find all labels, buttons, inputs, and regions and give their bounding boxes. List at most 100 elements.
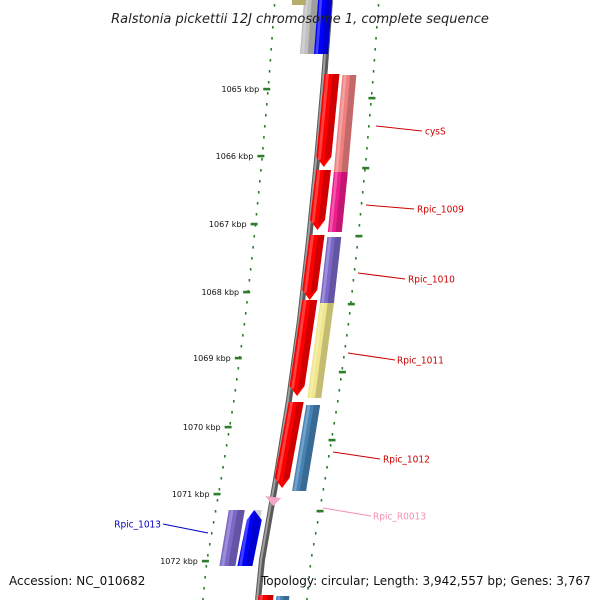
guide-dot: [257, 191, 260, 194]
partial-gene-block: [299, 0, 318, 54]
guide-dot: [369, 103, 372, 106]
partial-gene-block: [313, 0, 332, 54]
guide-dot: [202, 598, 204, 600]
guide-dot: [352, 279, 355, 282]
guide-dot: [205, 565, 208, 568]
backbone-highlight: [256, 0, 330, 600]
guide-dot: [361, 191, 364, 194]
guide-dot: [356, 246, 358, 249]
guide-dot: [273, 4, 276, 7]
guide-dot: [208, 543, 211, 546]
guide-dot: [375, 37, 377, 40]
guide-dot: [368, 125, 370, 128]
guide-dot: [243, 323, 246, 326]
tick-label: 1072 kbp: [160, 557, 198, 566]
tick-mark: [234, 356, 242, 360]
tick-mark: [257, 154, 265, 158]
guide-dot: [218, 488, 221, 491]
partial-gene-block: [292, 0, 306, 5]
guide-dot: [367, 136, 369, 139]
guide-dot: [363, 180, 365, 183]
guide-dot: [214, 510, 217, 513]
guide-dot: [365, 158, 367, 161]
guide-dot: [212, 521, 215, 524]
tick-mark-outer: [362, 166, 370, 170]
guide-dot: [270, 48, 272, 51]
guide-dot: [351, 290, 353, 293]
tick-mark: [224, 425, 232, 429]
guide-dot: [265, 103, 268, 106]
guide-dot: [309, 565, 312, 568]
guide-dot: [231, 411, 233, 414]
gene-label-Rpic_1011: Rpic_1011: [397, 356, 444, 367]
guide-dot: [224, 455, 226, 458]
label-leader-line: [365, 204, 415, 210]
guide-dot: [343, 356, 345, 359]
guide-dot: [358, 224, 361, 227]
guide-dot: [216, 499, 219, 502]
guide-dot: [229, 422, 232, 425]
gene-label-Rpic_1012: Rpic_1012: [383, 455, 430, 466]
guide-dot: [261, 158, 263, 161]
guide-dot: [248, 279, 251, 282]
guide-dot: [255, 213, 258, 216]
tick-label: 1066 kbp: [216, 152, 254, 161]
guide-dot: [260, 169, 262, 172]
tick-label: 1069 kbp: [193, 354, 231, 363]
tick-label: 1068 kbp: [201, 288, 239, 297]
gene-labels: cysS Rpic_1009 Rpic_1010 Rpic_1011 Rpic_1012…: [114, 125, 464, 534]
guide-dot: [204, 576, 206, 579]
guide-dot: [320, 499, 323, 502]
guide-dot: [307, 587, 309, 590]
guide-dot: [340, 378, 342, 381]
guide-dot: [329, 444, 332, 447]
guide-dot: [306, 598, 308, 600]
guide-dot: [259, 180, 261, 183]
guide-dot: [341, 367, 344, 370]
guide-dot: [264, 125, 266, 128]
guide-dot: [372, 70, 375, 73]
label-leader-line: [322, 507, 372, 517]
tick-mark-outer: [368, 96, 376, 100]
guide-dot: [350, 301, 352, 304]
guide-dot: [225, 444, 228, 447]
cds-arrow: [316, 74, 340, 167]
tick-mark: [213, 492, 221, 496]
kbp-ticks: 1065 kbp 1066 kbp 1067 kbp 1068 kbp 1069 kbp…: [160, 85, 376, 566]
guide-dot: [271, 37, 273, 40]
guide-dot: [348, 312, 351, 315]
gene-band-Rpic_1011: [307, 303, 334, 398]
gene-band-cysS: [333, 75, 357, 172]
tick-mark-outer: [316, 509, 324, 513]
guide-dot: [366, 147, 368, 150]
guide-dot: [272, 26, 274, 29]
gene-label-cysS: cysS: [425, 127, 446, 138]
guide-dot: [371, 81, 374, 84]
guide-dot: [252, 246, 254, 249]
tick-mark-outer: [347, 302, 355, 306]
guide-dot: [333, 422, 336, 425]
label-leader-line: [375, 125, 423, 132]
tick-mark: [250, 222, 258, 226]
guide-dot: [240, 345, 243, 348]
guide-dot: [234, 389, 237, 392]
cds-arrow: [302, 235, 325, 300]
gene-band-Rpic_R0013: [265, 496, 282, 506]
guide-dot: [267, 81, 270, 84]
tick-mark-outer: [328, 438, 336, 442]
cds-arrow: [258, 595, 274, 600]
guide-dot: [203, 587, 205, 590]
cds-arrow: [310, 170, 331, 230]
gene-label-Rpic_1013: Rpic_1013: [114, 520, 161, 531]
gene-label-Rpic_1010: Rpic_1010: [408, 275, 455, 286]
guide-dot: [263, 136, 265, 139]
guide-dot: [233, 400, 235, 403]
gene-band-Rpic_1009: [327, 172, 348, 232]
guide-dot: [335, 411, 337, 414]
guide-dot: [369, 114, 371, 117]
guide-dot: [266, 92, 269, 95]
tick-mark: [201, 559, 209, 563]
guide-dot: [331, 433, 334, 436]
guide-dot: [346, 334, 348, 337]
